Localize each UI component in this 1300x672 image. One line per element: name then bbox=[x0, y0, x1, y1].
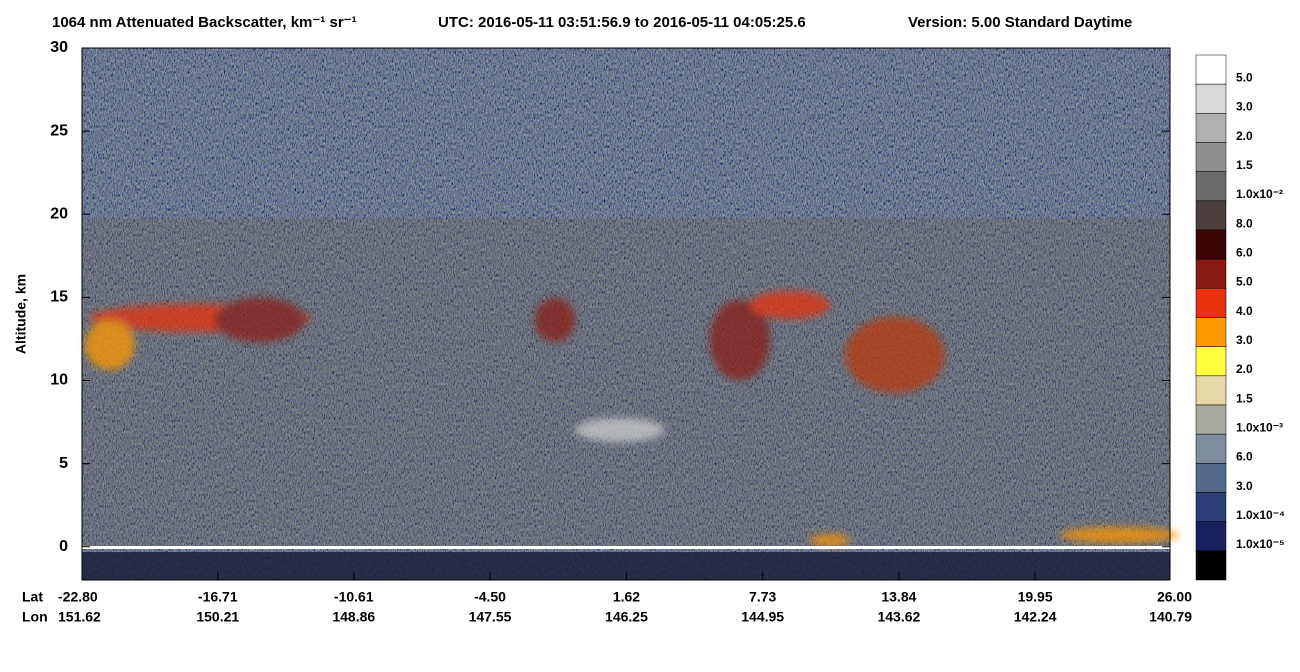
colorbar-cell bbox=[1195, 317, 1227, 347]
colorbar-cell bbox=[1195, 433, 1227, 464]
lat-label: 19.95 bbox=[1018, 589, 1053, 605]
lat-label: 26.00 bbox=[1157, 589, 1192, 605]
colorbar-label: 6.0 bbox=[1236, 450, 1253, 464]
colorbar-cell bbox=[1195, 463, 1227, 493]
y-axis-label: Altitude, km bbox=[13, 274, 29, 354]
y-tick-label: 0 bbox=[59, 538, 68, 555]
lon-label: 150.21 bbox=[196, 609, 239, 625]
time-range: UTC: 2016-05-11 03:51:56.9 to 2016-05-11… bbox=[438, 14, 806, 31]
colorbar-label: 1.5 bbox=[1236, 158, 1253, 172]
colorbar-cell bbox=[1195, 142, 1227, 172]
lon-label: 143.62 bbox=[877, 609, 920, 625]
lon-label: 146.25 bbox=[605, 609, 648, 625]
lat-label: -10.61 bbox=[334, 589, 374, 605]
colorbar-cell bbox=[1195, 521, 1227, 552]
colorbar-cell bbox=[1195, 258, 1227, 289]
colorbar-label: 2.0 bbox=[1236, 129, 1253, 143]
lon-label: 151.62 bbox=[58, 609, 101, 625]
colorbar-cell bbox=[1195, 83, 1227, 114]
lat-label: -4.50 bbox=[474, 589, 506, 605]
colorbar-cell bbox=[1195, 346, 1227, 377]
colorbar-label: 3.0 bbox=[1236, 333, 1253, 347]
lon-label: 147.55 bbox=[469, 609, 512, 625]
y-tick-label: 30 bbox=[50, 39, 68, 56]
lat-label: -22.80 bbox=[58, 589, 98, 605]
lon-label: 142.24 bbox=[1014, 609, 1057, 625]
lat-label: 7.73 bbox=[749, 589, 776, 605]
colorbar-cell bbox=[1195, 375, 1227, 406]
lat-row-label: Lat bbox=[22, 589, 43, 605]
version: Version: 5.00 Standard Daytime bbox=[908, 14, 1132, 31]
lat-label: 1.62 bbox=[613, 589, 640, 605]
colorbar-cell bbox=[1195, 492, 1227, 522]
plot-background bbox=[81, 47, 1180, 581]
chart-title: 1064 nm Attenuated Backscatter, km⁻¹ sr⁻… bbox=[52, 14, 357, 31]
colorbar-cell bbox=[1195, 550, 1227, 581]
lat-label: 13.84 bbox=[881, 589, 916, 605]
colorbar-label: 1.5 bbox=[1236, 391, 1253, 405]
y-tick-label: 5 bbox=[59, 455, 68, 472]
colorbar-label: 8.0 bbox=[1236, 216, 1253, 230]
colorbar-label: 4.0 bbox=[1236, 304, 1253, 318]
y-tick-label: 15 bbox=[50, 289, 68, 306]
colorbar-label: 1.0x10⁻³ bbox=[1236, 421, 1283, 435]
colorbar-label: 1.0x10⁻⁴ bbox=[1236, 508, 1285, 522]
colorbar-label: 1.0x10⁻⁵ bbox=[1236, 537, 1285, 551]
colorbar-label: 5.0 bbox=[1236, 275, 1253, 289]
y-tick-label: 10 bbox=[50, 372, 68, 389]
lon-label: 144.95 bbox=[741, 609, 784, 625]
colorbar-label: 3.0 bbox=[1236, 479, 1253, 493]
y-tick-label: 25 bbox=[50, 122, 68, 139]
colorbar-cell bbox=[1195, 288, 1227, 318]
colorbar-label: 1.0x10⁻² bbox=[1236, 187, 1283, 201]
colorbar-cell bbox=[1195, 54, 1227, 85]
colorbar-cell bbox=[1195, 200, 1227, 231]
y-tick-label: 20 bbox=[50, 205, 68, 222]
colorbar-cell bbox=[1195, 404, 1227, 435]
colorbar-label: 3.0 bbox=[1236, 100, 1253, 114]
colorbar-cell bbox=[1195, 113, 1227, 143]
colorbar-label: 2.0 bbox=[1236, 362, 1253, 376]
lat-label: -16.71 bbox=[198, 589, 238, 605]
colorbar-cell bbox=[1195, 171, 1227, 202]
lon-label: 148.86 bbox=[332, 609, 375, 625]
lon-label: 140.79 bbox=[1149, 609, 1192, 625]
lon-row-label: Lon bbox=[22, 609, 48, 625]
colorbar-cell bbox=[1195, 229, 1227, 260]
colorbar-label: 5.0 bbox=[1236, 71, 1253, 85]
colorbar-label: 6.0 bbox=[1236, 246, 1253, 260]
